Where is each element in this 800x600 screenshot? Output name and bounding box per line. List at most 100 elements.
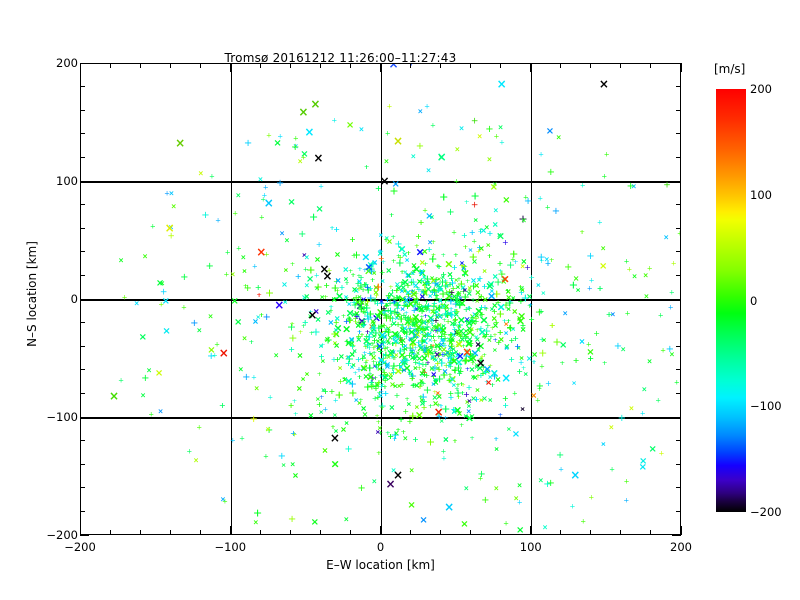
scatter-point: + [420,397,428,407]
scatter-point: + [555,450,565,462]
scatter-point: + [444,347,454,361]
scatter-point: + [449,348,456,358]
scatter-point: × [351,346,358,355]
scatter-point: × [471,372,479,382]
scatter-point: + [442,361,450,371]
scatter-point: + [434,359,442,369]
scatter-point: + [400,327,407,337]
scatter-point: + [539,256,545,265]
scatter-point: + [356,300,367,314]
scatter-point: + [214,340,220,349]
scatter-point: × [437,355,444,364]
scatter-point: + [361,307,369,317]
scatter-point: + [369,321,379,335]
scatter-point: + [362,279,370,289]
scatter-point: × [342,264,350,274]
scatter-point: × [348,335,356,345]
scatter-point: × [310,97,321,112]
scatter-point: + [517,283,524,292]
scatter-point: × [433,340,441,350]
scatter-point: + [473,394,480,404]
scatter-point: × [397,336,405,346]
scatter-point: × [462,285,468,294]
scatter-point: × [630,182,637,191]
scatter-point: + [657,311,664,320]
scatter-point: × [458,124,465,133]
scatter-point: × [334,276,342,286]
scatter-point: + [412,358,420,368]
scatter-point: + [548,321,556,331]
y-axis-tick [676,251,681,253]
scatter-point: + [471,237,478,246]
scatter-point: + [419,303,425,312]
scatter-point: + [411,353,419,363]
scatter-point: + [400,353,410,367]
scatter-point: × [409,349,417,359]
colorbar-unit-label: [m/s] [714,62,746,76]
scatter-point: × [429,325,435,334]
scatter-point: + [404,313,414,327]
scatter-point: × [434,307,440,316]
scatter-point: × [485,240,491,249]
scatter-point: × [218,346,229,361]
scatter-point: + [617,413,626,425]
scatter-point: + [371,382,377,391]
scatter-point: + [463,389,470,399]
scatter-point: + [456,349,463,358]
scatter-point: + [442,341,448,350]
scatter-point: + [362,301,372,315]
scatter-point: + [432,325,440,335]
scatter-point: × [478,395,484,404]
scatter-point: × [454,145,461,154]
scatter-point: × [468,317,474,326]
scatter-point: × [355,311,361,320]
scatter-point: + [417,334,427,348]
scatter-point: + [463,389,470,399]
scatter-point: + [437,322,448,336]
scatter-point: × [519,285,526,294]
scatter-point: × [641,385,648,394]
scatter-point: + [384,305,392,315]
scatter-point: + [457,336,463,345]
scatter-point: + [398,379,406,389]
scatter-point: + [516,366,523,376]
scatter-point: × [388,347,396,357]
scatter-point: + [462,268,469,277]
scatter-point: + [456,298,463,307]
scatter-point: × [412,363,419,372]
scatter-point: × [303,281,310,290]
scatter-point: + [646,264,653,273]
scatter-point: × [466,352,476,366]
scatter-point: + [429,343,435,352]
scatter-point: + [436,284,444,294]
scatter-point: + [287,400,295,410]
scatter-point: + [418,322,428,336]
scatter-point: + [420,341,430,355]
scatter-point: × [501,370,512,385]
scatter-point: × [669,350,675,359]
scatter-point: + [447,370,453,379]
scatter-point: + [405,312,412,322]
scatter-point: + [418,390,428,404]
scatter-point: + [543,479,552,491]
scatter-point: × [504,286,512,296]
scatter-point: × [460,266,470,280]
scatter-point: + [434,327,442,337]
scatter-point: + [235,244,242,253]
x-axis-tick [289,63,291,68]
scatter-point: × [450,344,457,353]
scatter-point: + [389,286,396,295]
scatter-point: + [447,331,453,340]
scatter-point: + [350,298,360,312]
scatter-point: + [381,326,389,336]
scatter-point: × [464,337,474,351]
scatter-point: × [477,325,487,339]
scatter-point: × [378,328,388,342]
scatter-point: + [497,267,507,281]
scatter-point: + [420,316,426,325]
scatter-point: + [552,335,562,349]
scatter-point: + [369,275,376,284]
scatter-point: × [447,372,458,386]
scatter-point: × [420,318,428,328]
scatter-point: × [384,360,392,370]
